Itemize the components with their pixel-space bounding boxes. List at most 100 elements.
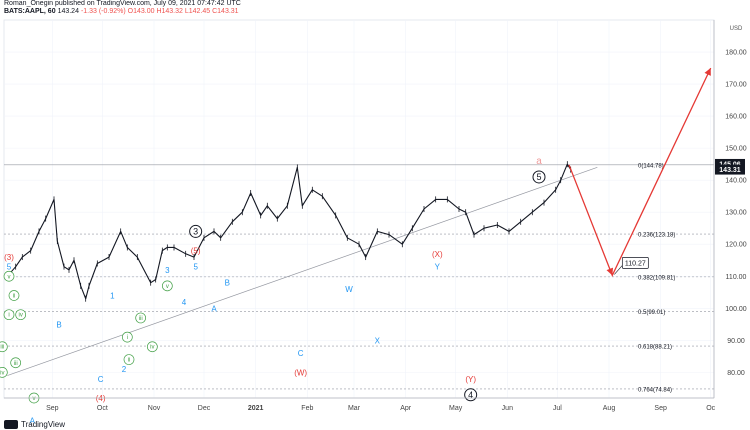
- wave-label-circle: [121, 331, 133, 343]
- wave-label-circle: [161, 280, 173, 292]
- y-tick-label: 90.00: [727, 338, 745, 345]
- wave-label: iv: [150, 345, 154, 351]
- forecast-arrowhead: [704, 68, 711, 76]
- wave-label: 5: [536, 172, 541, 182]
- wave-label: i: [127, 335, 128, 341]
- wave-label: ii: [128, 358, 131, 364]
- forecast-path: 110.27: [568, 67, 712, 278]
- price-badge: [715, 158, 745, 169]
- x-tick-label: Dec: [198, 405, 211, 412]
- wave-label: B: [225, 279, 230, 288]
- wave-label: (4): [96, 394, 106, 403]
- wave-label: (3): [4, 253, 14, 262]
- wave-label-circle: [3, 270, 15, 282]
- symbol-line: BATS:AAPL, 60 143.24 -1.33 (-0.92%) O143…: [4, 8, 704, 16]
- fib-level-label: 0.764(74.84): [638, 387, 672, 393]
- wave-label: iv: [0, 370, 4, 376]
- price-line: [6, 163, 572, 300]
- wave-label: i: [8, 313, 9, 319]
- y-tick-label: 120.00: [725, 242, 747, 249]
- wave-label: 3: [165, 266, 170, 275]
- last-price: 143.24: [57, 8, 79, 15]
- fib-level-label: 0.5(99.01): [638, 310, 665, 316]
- x-tick-label: Nov: [148, 405, 161, 412]
- wave-label-circle: [135, 312, 147, 324]
- forecast-line: [568, 67, 712, 278]
- wave-label: Y: [435, 263, 441, 272]
- wave-label-circle: [8, 290, 20, 301]
- y-axis: USD 80.00 90.00 100.00 110.00 120.00 130.00 140…: [713, 20, 747, 398]
- x-tick-label: 2021: [248, 405, 264, 412]
- y-tick-label: 170.00: [725, 82, 747, 89]
- x-tick-label: Oct: [97, 405, 108, 412]
- x-tick-label: Jul: [553, 405, 562, 412]
- wave-label: 3: [193, 227, 198, 237]
- wave-label: 4: [182, 298, 187, 307]
- y-tick-label: 130.00: [725, 210, 747, 217]
- x-tick-label: Feb: [301, 405, 313, 412]
- y-tick-label: 180.00: [725, 50, 747, 57]
- x-tick-label: Apr: [400, 405, 412, 412]
- price-change: -1.33 (-0.92%): [80, 8, 126, 15]
- fib-level-label: 0(144.78): [638, 163, 664, 169]
- x-tick-label: Oc: [706, 405, 715, 412]
- x-tick-label: Sep: [46, 405, 59, 412]
- wave-label: (X): [432, 250, 443, 259]
- price-callout: [621, 257, 649, 269]
- wave-label: 5: [193, 263, 198, 272]
- y-tick-label: 140.00: [725, 178, 747, 185]
- wave-label: iii: [0, 345, 4, 351]
- wave-label: W: [345, 285, 353, 294]
- wave-label: C: [298, 349, 304, 358]
- wave-label: A: [211, 304, 217, 313]
- wave-label: iii: [14, 361, 18, 367]
- x-tick-label: Sep: [654, 405, 667, 412]
- y-tick-label: 110.00: [726, 274, 747, 281]
- fib-level-label: 0.618(88.21): [638, 345, 672, 351]
- wave-label-circle: [532, 170, 546, 184]
- wave-label-circle: [3, 309, 15, 321]
- wave-label-circle: [0, 367, 8, 378]
- wave-label: 5: [7, 263, 12, 272]
- wave-label: A: [30, 416, 36, 425]
- wave-label: a: [536, 156, 542, 167]
- wave-label: v: [33, 396, 36, 402]
- publisher-line: Roman_Onegin published on TradingView.co…: [4, 0, 241, 7]
- plot-frame: [3, 19, 715, 399]
- y-tick-label: 100.00: [725, 306, 747, 313]
- wave-label: (W): [294, 368, 307, 377]
- x-tick-label: May: [449, 405, 463, 412]
- wave-label: v: [166, 284, 169, 290]
- currency-label: USD: [730, 26, 743, 32]
- tradingview-logo-icon: [4, 419, 18, 429]
- support-trendline: [7, 167, 598, 376]
- y-tick-label: 150.00: [725, 146, 747, 153]
- wave-label-circle: [146, 341, 158, 353]
- footer-brand[interactable]: TradingView: [21, 419, 66, 429]
- callout-pointer: [614, 265, 623, 275]
- wave-label: (5): [191, 247, 201, 256]
- fib-level-label: 0.382(109.81): [638, 275, 675, 281]
- chart-header: Roman_Onegin published on TradingView.co…: [4, 0, 704, 20]
- wave-label: B: [56, 320, 61, 329]
- x-tick-label: Mar: [348, 405, 361, 412]
- price-series: [6, 161, 572, 302]
- ohlc-values: O143.00 H143.32 L142.45 C143.31: [127, 8, 239, 15]
- x-tick-label: Aug: [603, 405, 616, 412]
- forecast-arrowhead: [606, 267, 614, 276]
- price-badge: [715, 164, 745, 175]
- wave-label: (Y): [465, 375, 476, 384]
- wave-label: 4: [468, 390, 473, 400]
- wave-label-circle: [0, 341, 8, 353]
- wave-label-circle: [15, 309, 27, 321]
- wave-label: X: [375, 336, 381, 345]
- wave-label-circle: [189, 224, 203, 238]
- y-tick-label: 160.00: [725, 114, 747, 121]
- wave-label: ii: [13, 293, 16, 299]
- wave-label-circle: [10, 357, 22, 369]
- wave-label-circle: [123, 354, 135, 365]
- wave-label: 2: [122, 365, 127, 374]
- trendline: [7, 167, 598, 376]
